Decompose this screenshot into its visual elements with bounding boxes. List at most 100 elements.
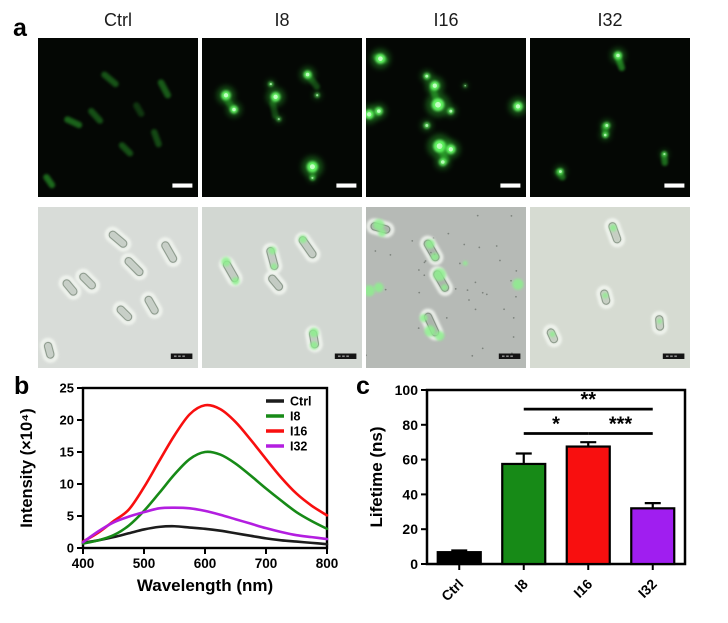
- debris-speckle: [411, 240, 414, 242]
- column-title-i32: I32: [597, 10, 623, 30]
- y-tick-label: 0: [410, 556, 418, 572]
- y-tick-label: 100: [395, 382, 419, 398]
- fluorescent-overlay-spot: [602, 292, 609, 299]
- fluorescent-spot-core: [663, 152, 666, 156]
- fluorescent-spot-core: [464, 84, 466, 87]
- fluorescent-overlay-spot: [373, 219, 385, 231]
- bacterial-cell-faint: [269, 100, 279, 119]
- bacterial-cell: [112, 301, 137, 325]
- bacterial-cell-faint: [64, 116, 83, 129]
- fluorescent-overlay-spot: [298, 235, 307, 244]
- bar-i16: [565, 445, 611, 566]
- fluorescent-overlay-spot: [441, 284, 448, 291]
- significance-bracket: ***: [588, 414, 653, 436]
- debris-speckle: [424, 260, 427, 262]
- y-tick-label: 20: [402, 521, 418, 537]
- bacterial-cell: [104, 226, 132, 252]
- fluorescent-spot-core: [436, 143, 443, 149]
- fluorescent-overlay-spot: [512, 278, 524, 290]
- debris-speckle: [471, 354, 474, 357]
- debris-speckle: [384, 288, 387, 291]
- x-tick-label: 400: [72, 556, 95, 571]
- bacterial-cell-faint: [43, 174, 56, 189]
- fluorescent-spot-core: [367, 112, 372, 117]
- debris-speckle: [503, 308, 505, 311]
- scale-bar: [172, 183, 193, 188]
- error-bar-i32: [644, 501, 661, 509]
- fluorescent-overlay-spot: [268, 246, 277, 255]
- series-i32: [81, 506, 329, 544]
- y-axis: 0 20 40 60 80 100: [395, 382, 427, 572]
- bacterial-cell: [120, 253, 148, 281]
- y-tick-label: 80: [402, 417, 418, 433]
- fluorescent-spot-core: [316, 94, 319, 97]
- debris-speckle: [447, 232, 450, 235]
- bacterial-cell-faint: [88, 108, 104, 124]
- column-title-ctrl: Ctrl: [104, 10, 132, 30]
- debris-speckle: [374, 250, 377, 252]
- fluorescence-background: [366, 38, 526, 197]
- legend-label: I8: [290, 410, 300, 424]
- fluorescent-spot-core: [432, 83, 437, 88]
- fluorescent-overlay-spot: [425, 239, 435, 249]
- fluorescent-spot-core: [435, 101, 441, 108]
- y-tick-label: 20: [60, 413, 74, 428]
- debris-speckle: [459, 262, 461, 265]
- debris-speckle: [512, 336, 515, 338]
- x-tick-label: 500: [133, 556, 156, 571]
- debris-speckle: [430, 251, 432, 254]
- fluorescent-overlay-spot: [378, 228, 386, 237]
- fluorescent-overlay-spot: [309, 327, 319, 338]
- y-tick-label: 5: [67, 509, 74, 524]
- bacterial-cell-faint: [151, 129, 162, 148]
- fluorescent-spot-core: [305, 72, 310, 77]
- micrograph-fluorescence-i8: [202, 38, 362, 197]
- fluorescent-spot-core: [378, 56, 383, 61]
- bacterial-cell: [140, 291, 163, 319]
- column-title-i8: I8: [274, 10, 290, 30]
- fluorescent-spot-core: [441, 160, 445, 164]
- micrograph-fluorescence-i16: [366, 38, 526, 197]
- y-tick-label: 0: [67, 541, 74, 556]
- significance-stars: ***: [609, 414, 633, 436]
- fluorescent-spot-core: [515, 104, 521, 109]
- y-axis: 0 5 10 15 20 25: [60, 381, 83, 556]
- fluorescent-overlay-spot: [424, 325, 436, 337]
- bacterial-cell: [264, 270, 287, 295]
- debris-speckle: [495, 245, 498, 247]
- legend-label: Ctrl: [290, 395, 312, 409]
- debris-speckle: [474, 281, 477, 284]
- brightfield-background: [202, 207, 362, 368]
- micrograph-brightfield-merge-i32: [530, 207, 690, 368]
- significance-bracket: **: [523, 389, 653, 411]
- bar-i8: [501, 462, 547, 566]
- fluorescent-spot-core: [309, 164, 315, 170]
- scale-bar: [500, 183, 521, 188]
- plot-frame: [425, 388, 687, 566]
- scale-bar: [170, 353, 193, 359]
- micrograph-brightfield-merge-i8: [202, 207, 362, 368]
- significance-bracket: *: [523, 414, 589, 436]
- emission-spectra-chart: 0 5 10 15 20 25 400 500 600 700 800 Intensity (×10⁴…: [18, 381, 338, 596]
- fluorescent-spot-core: [616, 53, 620, 58]
- debris-speckle: [445, 317, 448, 319]
- debris-speckle: [510, 279, 512, 282]
- micrograph-fluorescence-ctrl: [38, 38, 198, 197]
- y-tick-label: 40: [402, 486, 418, 502]
- fluorescent-overlay-spot: [231, 277, 240, 286]
- panel-a-label: a: [13, 14, 27, 42]
- debris-speckle: [366, 354, 367, 357]
- debris-speckle: [478, 246, 481, 249]
- fluorescent-overlay-spot: [462, 260, 468, 266]
- debris-speckle: [512, 316, 515, 319]
- panel-c-label: c: [356, 372, 370, 400]
- fluorescent-spot-core: [269, 83, 272, 86]
- x-tick-label: 600: [194, 556, 217, 571]
- debris-speckle: [418, 291, 421, 294]
- series-ctrl: [81, 524, 329, 546]
- significance-stars: **: [580, 389, 596, 411]
- category-label-i16: I16: [570, 576, 595, 601]
